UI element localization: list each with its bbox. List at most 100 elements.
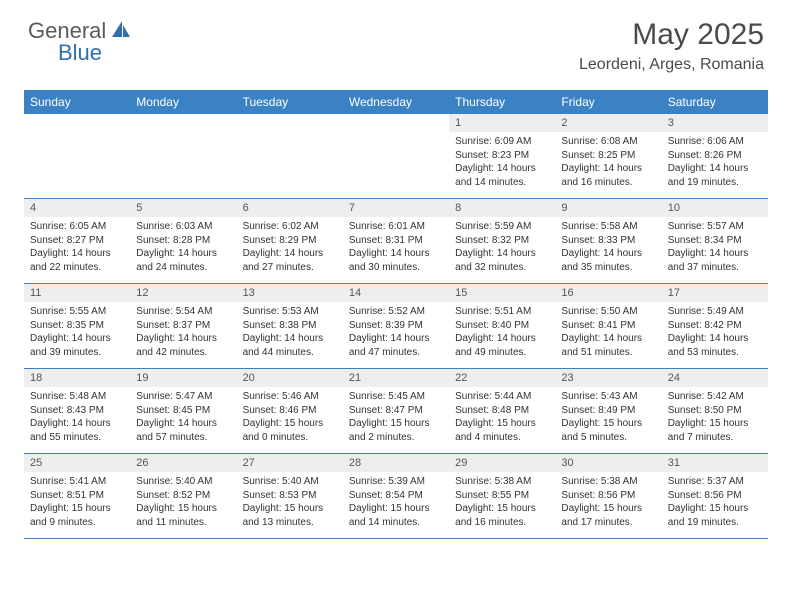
- week-row: 25Sunrise: 5:41 AMSunset: 8:51 PMDayligh…: [24, 454, 768, 539]
- sunset-text: Sunset: 8:26 PM: [668, 149, 762, 163]
- day-cell: 4Sunrise: 6:05 AMSunset: 8:27 PMDaylight…: [24, 199, 130, 283]
- sunset-text: Sunset: 8:40 PM: [455, 319, 549, 333]
- day-number: 11: [24, 284, 130, 302]
- sunset-text: Sunset: 8:53 PM: [243, 489, 337, 503]
- day-details: Sunrise: 5:37 AMSunset: 8:56 PMDaylight:…: [662, 472, 768, 535]
- daylight-text: Daylight: 15 hours and 4 minutes.: [455, 417, 549, 444]
- day-cell: 20Sunrise: 5:46 AMSunset: 8:46 PMDayligh…: [237, 369, 343, 453]
- page-header: General Blue May 2025 Leordeni, Arges, R…: [0, 0, 792, 80]
- day-cell: 27Sunrise: 5:40 AMSunset: 8:53 PMDayligh…: [237, 454, 343, 538]
- daylight-text: Daylight: 14 hours and 47 minutes.: [349, 332, 443, 359]
- day-number: 28: [343, 454, 449, 472]
- sunset-text: Sunset: 8:25 PM: [561, 149, 655, 163]
- sunset-text: Sunset: 8:43 PM: [30, 404, 124, 418]
- daylight-text: Daylight: 14 hours and 37 minutes.: [668, 247, 762, 274]
- sunset-text: Sunset: 8:52 PM: [136, 489, 230, 503]
- day-number: 21: [343, 369, 449, 387]
- week-row: 18Sunrise: 5:48 AMSunset: 8:43 PMDayligh…: [24, 369, 768, 454]
- sunset-text: Sunset: 8:23 PM: [455, 149, 549, 163]
- daylight-text: Daylight: 15 hours and 2 minutes.: [349, 417, 443, 444]
- day-details: Sunrise: 5:49 AMSunset: 8:42 PMDaylight:…: [662, 302, 768, 365]
- sunrise-text: Sunrise: 6:05 AM: [30, 220, 124, 234]
- sunrise-text: Sunrise: 5:59 AM: [455, 220, 549, 234]
- day-cell: 11Sunrise: 5:55 AMSunset: 8:35 PMDayligh…: [24, 284, 130, 368]
- daylight-text: Daylight: 15 hours and 13 minutes.: [243, 502, 337, 529]
- daylight-text: Daylight: 14 hours and 14 minutes.: [455, 162, 549, 189]
- day-cell: [130, 114, 236, 198]
- daylight-text: Daylight: 15 hours and 5 minutes.: [561, 417, 655, 444]
- day-number: 24: [662, 369, 768, 387]
- daylight-text: Daylight: 14 hours and 30 minutes.: [349, 247, 443, 274]
- day-number: 10: [662, 199, 768, 217]
- sunset-text: Sunset: 8:28 PM: [136, 234, 230, 248]
- day-details: Sunrise: 5:40 AMSunset: 8:52 PMDaylight:…: [130, 472, 236, 535]
- day-cell: 21Sunrise: 5:45 AMSunset: 8:47 PMDayligh…: [343, 369, 449, 453]
- day-cell: 2Sunrise: 6:08 AMSunset: 8:25 PMDaylight…: [555, 114, 661, 198]
- day-details: Sunrise: 6:05 AMSunset: 8:27 PMDaylight:…: [24, 217, 130, 280]
- brand-sail-icon: [110, 19, 132, 44]
- day-cell: 22 Sunrise: 5:44 AMSunset: 8:48 PMDayligh…: [449, 369, 555, 453]
- day-details: Sunrise: 5:53 AMSunset: 8:38 PMDaylight:…: [237, 302, 343, 365]
- month-title: May 2025: [579, 18, 764, 52]
- day-number: 5: [130, 199, 236, 217]
- sunrise-text: Sunrise: 5:40 AM: [136, 475, 230, 489]
- day-cell: 9Sunrise: 5:58 AMSunset: 8:33 PMDaylight…: [555, 199, 661, 283]
- day-cell: 7Sunrise: 6:01 AMSunset: 8:31 PMDaylight…: [343, 199, 449, 283]
- brand-logo: General Blue: [28, 18, 134, 44]
- day-cell: 13Sunrise: 5:53 AMSunset: 8:38 PMDayligh…: [237, 284, 343, 368]
- sunrise-text: Sunrise: 6:02 AM: [243, 220, 337, 234]
- day-cell: [237, 114, 343, 198]
- daylight-text: Daylight: 14 hours and 53 minutes.: [668, 332, 762, 359]
- day-number: [24, 114, 130, 120]
- sunset-text: Sunset: 8:42 PM: [668, 319, 762, 333]
- day-details: Sunrise: 5:50 AMSunset: 8:41 PMDaylight:…: [555, 302, 661, 365]
- day-details: Sunrise: 5:51 AMSunset: 8:40 PMDaylight:…: [449, 302, 555, 365]
- day-cell: 17Sunrise: 5:49 AMSunset: 8:42 PMDayligh…: [662, 284, 768, 368]
- day-cell: 3Sunrise: 6:06 AMSunset: 8:26 PMDaylight…: [662, 114, 768, 198]
- day-cell: 30Sunrise: 5:38 AMSunset: 8:56 PMDayligh…: [555, 454, 661, 538]
- sunrise-text: Sunrise: 5:40 AM: [243, 475, 337, 489]
- day-details: Sunrise: 5:58 AMSunset: 8:33 PMDaylight:…: [555, 217, 661, 280]
- day-number: 17: [662, 284, 768, 302]
- day-number: [130, 114, 236, 120]
- day-details: Sunrise: 6:06 AMSunset: 8:26 PMDaylight:…: [662, 132, 768, 195]
- sunset-text: Sunset: 8:56 PM: [561, 489, 655, 503]
- daylight-text: Daylight: 14 hours and 19 minutes.: [668, 162, 762, 189]
- daylight-text: Daylight: 14 hours and 44 minutes.: [243, 332, 337, 359]
- daylight-text: Daylight: 15 hours and 7 minutes.: [668, 417, 762, 444]
- calendar-grid: Sunday Monday Tuesday Wednesday Thursday…: [24, 90, 768, 539]
- location-text: Leordeni, Arges, Romania: [579, 56, 764, 74]
- sunrise-text: Sunrise: 5:53 AM: [243, 305, 337, 319]
- sunrise-text: Sunrise: 5:50 AM: [561, 305, 655, 319]
- sunrise-text: Sunrise: 5:58 AM: [561, 220, 655, 234]
- sunrise-text: Sunrise: 5:37 AM: [668, 475, 762, 489]
- day-number: 9: [555, 199, 661, 217]
- day-details: Sunrise: 5:40 AMSunset: 8:53 PMDaylight:…: [237, 472, 343, 535]
- day-cell: 26Sunrise: 5:40 AMSunset: 8:52 PMDayligh…: [130, 454, 236, 538]
- dayname-row: Sunday Monday Tuesday Wednesday Thursday…: [24, 90, 768, 114]
- sunset-text: Sunset: 8:48 PM: [455, 404, 549, 418]
- dayname-monday: Monday: [130, 90, 236, 114]
- sunset-text: Sunset: 8:35 PM: [30, 319, 124, 333]
- daylight-text: Daylight: 14 hours and 42 minutes.: [136, 332, 230, 359]
- day-details: Sunrise: 5:57 AMSunset: 8:34 PMDaylight:…: [662, 217, 768, 280]
- day-details: Sunrise: 5:55 AMSunset: 8:35 PMDaylight:…: [24, 302, 130, 365]
- day-number: 22: [449, 369, 555, 387]
- sunrise-text: Sunrise: 5:44 AM: [455, 390, 549, 404]
- day-details: Sunrise: 5:47 AMSunset: 8:45 PMDaylight:…: [130, 387, 236, 450]
- sunrise-text: Sunrise: 5:49 AM: [668, 305, 762, 319]
- day-number: 1: [449, 114, 555, 132]
- dayname-wednesday: Wednesday: [343, 90, 449, 114]
- day-number: 15: [449, 284, 555, 302]
- sunset-text: Sunset: 8:47 PM: [349, 404, 443, 418]
- daylight-text: Daylight: 15 hours and 14 minutes.: [349, 502, 443, 529]
- sunset-text: Sunset: 8:38 PM: [243, 319, 337, 333]
- day-details: Sunrise: 5:45 AMSunset: 8:47 PMDaylight:…: [343, 387, 449, 450]
- day-cell: 14Sunrise: 5:52 AMSunset: 8:39 PMDayligh…: [343, 284, 449, 368]
- sunrise-text: Sunrise: 6:08 AM: [561, 135, 655, 149]
- day-cell: 5Sunrise: 6:03 AMSunset: 8:28 PMDaylight…: [130, 199, 236, 283]
- sunrise-text: Sunrise: 5:43 AM: [561, 390, 655, 404]
- day-cell: 8Sunrise: 5:59 AMSunset: 8:32 PMDaylight…: [449, 199, 555, 283]
- day-number: 25: [24, 454, 130, 472]
- day-details: Sunrise: 5:48 AMSunset: 8:43 PMDaylight:…: [24, 387, 130, 450]
